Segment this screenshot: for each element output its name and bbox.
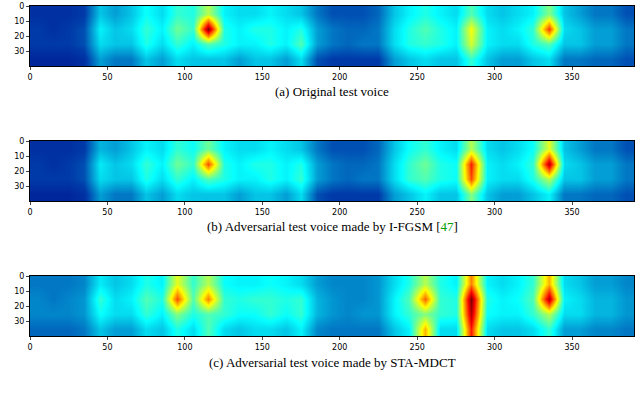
svg-text:20: 20 bbox=[14, 302, 24, 311]
svg-text:100: 100 bbox=[177, 73, 192, 82]
svg-text:20: 20 bbox=[14, 167, 24, 176]
svg-text:10: 10 bbox=[14, 17, 24, 26]
svg-text:250: 250 bbox=[410, 343, 425, 352]
svg-text:(b) Adversarial test voice mad: (b) Adversarial test voice made by I-FGS… bbox=[207, 219, 458, 234]
svg-text:200: 200 bbox=[332, 208, 347, 217]
svg-text:0: 0 bbox=[27, 73, 32, 82]
svg-text:0: 0 bbox=[19, 272, 24, 281]
svg-text:350: 350 bbox=[564, 343, 579, 352]
svg-text:0: 0 bbox=[19, 2, 24, 11]
svg-text:350: 350 bbox=[564, 73, 579, 82]
svg-text:350: 350 bbox=[564, 208, 579, 217]
svg-text:250: 250 bbox=[410, 208, 425, 217]
svg-text:150: 150 bbox=[255, 208, 270, 217]
svg-text:300: 300 bbox=[487, 343, 502, 352]
svg-text:20: 20 bbox=[14, 32, 24, 41]
svg-text:(c) Adversarial test voice mad: (c) Adversarial test voice made by STA-M… bbox=[209, 355, 456, 370]
svg-text:0: 0 bbox=[27, 208, 32, 217]
svg-text:10: 10 bbox=[14, 152, 24, 161]
svg-text:50: 50 bbox=[102, 343, 112, 352]
svg-text:150: 150 bbox=[255, 343, 270, 352]
svg-text:300: 300 bbox=[487, 73, 502, 82]
svg-text:50: 50 bbox=[102, 73, 112, 82]
svg-text:30: 30 bbox=[14, 47, 24, 56]
svg-text:0: 0 bbox=[19, 137, 24, 146]
svg-text:30: 30 bbox=[14, 317, 24, 326]
svg-text:30: 30 bbox=[14, 182, 24, 191]
svg-text:100: 100 bbox=[177, 343, 192, 352]
svg-text:10: 10 bbox=[14, 287, 24, 296]
svg-text:50: 50 bbox=[102, 208, 112, 217]
svg-text:100: 100 bbox=[177, 208, 192, 217]
svg-text:0: 0 bbox=[27, 343, 32, 352]
svg-text:300: 300 bbox=[487, 208, 502, 217]
svg-text:150: 150 bbox=[255, 73, 270, 82]
svg-text:250: 250 bbox=[410, 73, 425, 82]
svg-text:(a) Original test voice: (a) Original test voice bbox=[275, 84, 389, 99]
svg-text:200: 200 bbox=[332, 343, 347, 352]
svg-text:200: 200 bbox=[332, 73, 347, 82]
